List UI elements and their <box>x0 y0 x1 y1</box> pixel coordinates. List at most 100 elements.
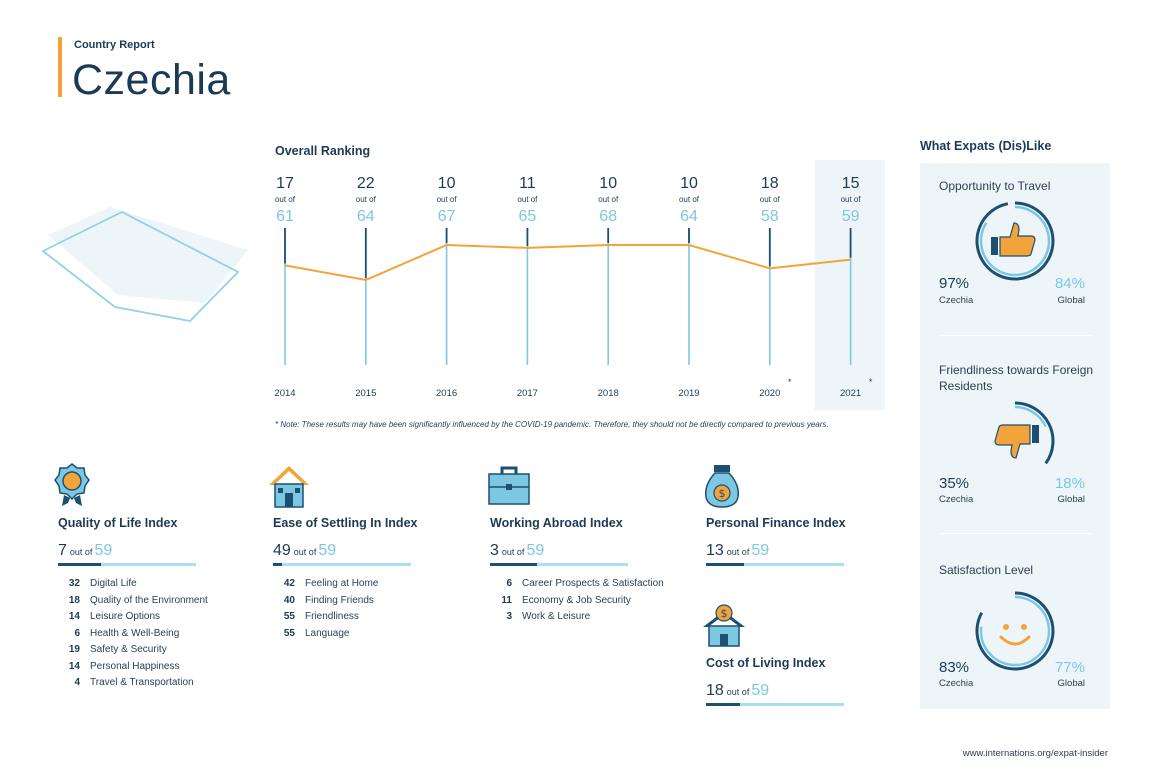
sub-index-item: 14 Personal Happiness <box>58 659 268 676</box>
sub-index-rank: 14 <box>68 660 80 672</box>
rank-out-of: out of <box>69 547 93 557</box>
sub-index-rank: 40 <box>283 594 295 606</box>
local-percent: 97% <box>939 275 970 292</box>
rank-bar <box>706 703 844 706</box>
index-rank: 7 out of 59 <box>58 542 268 560</box>
sub-index-rank: 18 <box>68 594 80 606</box>
sub-index-item: 18 Quality of the Environment <box>58 593 268 610</box>
year-label: 2016 <box>436 388 457 399</box>
sub-index-rank: 55 <box>283 627 295 639</box>
friendliness-gauge <box>994 401 1055 465</box>
sub-index-label: Travel & Transportation <box>90 677 194 688</box>
medal-icon <box>54 463 90 506</box>
index-title: Quality of Life Index <box>58 516 178 530</box>
rank-bar <box>273 563 411 566</box>
sub-index-item: 55 Friendliness <box>273 609 483 626</box>
local-arc <box>1014 401 1055 465</box>
sub-index-label: Career Prospects & Satisfaction <box>522 578 664 589</box>
rank-bar-fill <box>490 563 537 566</box>
sub-index-label: Language <box>305 627 350 639</box>
travel-gauge <box>975 201 1055 281</box>
index-rank: 3 out of 59 <box>490 542 700 560</box>
rank-bar-fill <box>58 563 101 566</box>
sub-index-item: 4 Travel & Transportation <box>58 675 268 692</box>
index-rank: 49 out of 59 <box>273 542 483 560</box>
money-bag-icon: $ <box>704 465 740 508</box>
global-percent: 18% <box>1054 475 1085 492</box>
sub-index-item: 6 Career Prospects & Satisfaction <box>490 576 700 593</box>
rank-number: 18 <box>706 682 724 699</box>
index-title: Personal Finance Index <box>706 516 846 530</box>
year-label: 2018 <box>598 388 619 399</box>
rank-total: 68 <box>599 208 617 225</box>
rank-number: 3 <box>490 542 499 559</box>
sub-index-item: 14 Leisure Options <box>58 609 268 626</box>
rank-out-of: out of <box>437 195 458 204</box>
sub-index-rank: 55 <box>283 611 295 622</box>
header-accent-bar <box>58 37 62 97</box>
like-title: Satisfaction Level <box>939 563 1034 577</box>
sub-index-label: Work & Leisure <box>522 611 591 622</box>
house-coin-icon: $ <box>703 604 745 647</box>
local-percent: 35% <box>939 475 970 492</box>
year-label: 2015 <box>355 388 376 399</box>
rank-value: 15 <box>842 175 860 192</box>
rank-number: 49 <box>273 542 291 559</box>
rank-total: 65 <box>519 208 537 225</box>
local-label: Czechia <box>939 494 974 505</box>
year-label: 2014 <box>274 388 295 399</box>
index-rank: 13 out of 59 <box>706 542 916 560</box>
global-arc <box>979 205 1051 277</box>
global-arc <box>979 595 1051 667</box>
sub-index-item: 6 Health & Well-Being <box>58 626 268 643</box>
rank-total: 59 <box>842 208 860 225</box>
year-label: 2020 <box>759 388 780 399</box>
rank-out-of: out of <box>679 195 700 204</box>
like-card-friendliness: Friendliness towards Foreign Residents 3… <box>920 335 1110 535</box>
local-arc <box>975 591 1055 671</box>
rank-total: 59 <box>526 542 545 559</box>
sub-index-list: 6 Career Prospects & Satisfaction 11 Econom… <box>490 576 700 626</box>
ranking-title: Overall Ranking <box>275 144 371 158</box>
rank-total: 59 <box>751 682 770 699</box>
smiley-icon <box>999 624 1031 646</box>
sidebar-title: What Expats (Dis)Like <box>920 139 1052 153</box>
year-label: 2017 <box>517 388 538 399</box>
satisfaction-gauge <box>975 591 1055 671</box>
rank-bar-fill <box>706 563 744 566</box>
index-title: Cost of Living Index <box>706 656 826 670</box>
sub-index-item: 11 Economy & Job Security <box>490 593 700 610</box>
year-label: 2019 <box>678 388 699 399</box>
rank-out-of: out of <box>275 195 296 204</box>
sub-index-item: 40 Finding Friends <box>273 593 483 610</box>
local-label: Czechia <box>939 678 974 689</box>
rank-value: 10 <box>680 175 698 192</box>
sub-index-list: 42 Feeling at Home 40 Finding Friends 55 Frie… <box>273 576 483 642</box>
sub-index-rank: 19 <box>68 644 80 655</box>
covid-marker: * <box>869 377 873 387</box>
rank-bar-fill <box>706 703 740 706</box>
sub-index-label: Quality of the Environment <box>90 594 208 606</box>
sub-index-rank: 42 <box>283 578 295 589</box>
thumbs-down-icon <box>994 424 1039 459</box>
rank-out-of: out of <box>598 195 619 204</box>
local-arc <box>975 201 1055 281</box>
sub-index-item: 55 Language <box>273 626 483 643</box>
sub-index-label: Finding Friends <box>305 594 374 606</box>
global-percent: 84% <box>1054 275 1085 292</box>
sub-index-rank: 14 <box>68 611 80 622</box>
briefcase-icon <box>488 466 530 505</box>
rank-value: 17 <box>276 175 294 192</box>
rank-value: 10 <box>438 175 456 192</box>
index-title: Ease of Settling In Index <box>273 516 418 530</box>
rank-out-of: out of <box>517 195 538 204</box>
rank-total: 61 <box>276 208 294 225</box>
rank-out-of: out of <box>726 547 750 557</box>
rank-value: 22 <box>357 175 375 192</box>
rank-value: 10 <box>599 175 617 192</box>
sub-index-label: Digital Life <box>90 578 137 589</box>
like-card-satisfaction: Satisfaction Level 83% 77% Czechia Globa… <box>920 535 1110 709</box>
sub-index-label: Friendliness <box>305 611 359 622</box>
rank-total: 64 <box>357 208 375 225</box>
global-label: Global <box>1057 295 1085 306</box>
